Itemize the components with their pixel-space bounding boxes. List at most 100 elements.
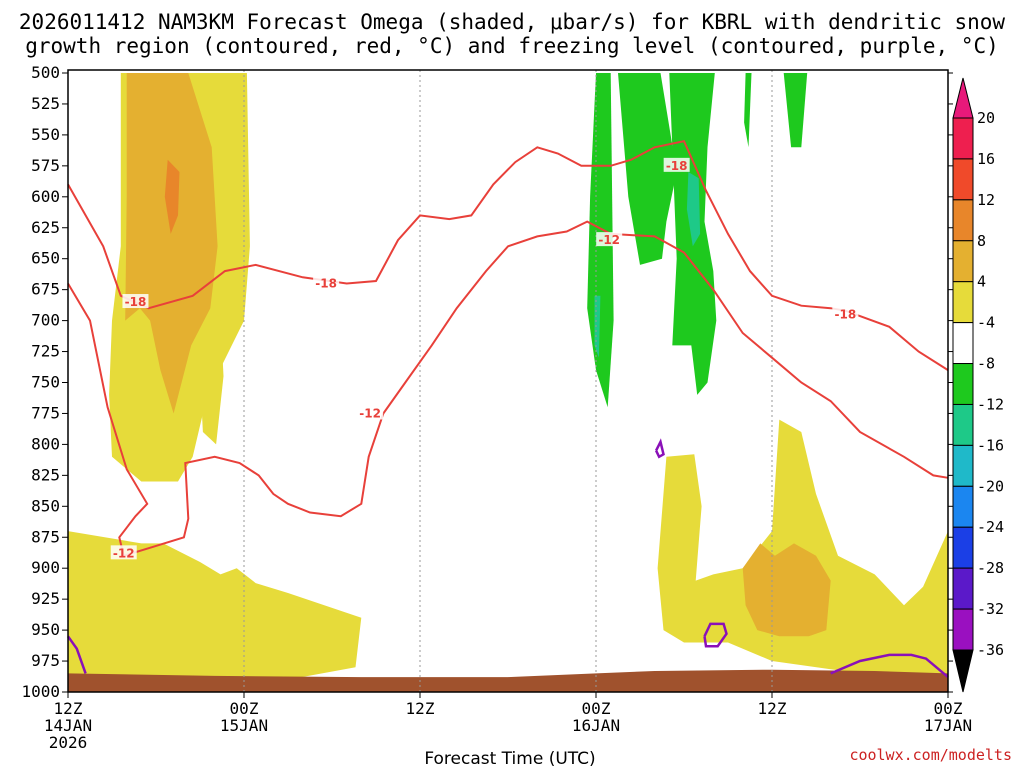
- colorbar-label-1: 16: [977, 150, 995, 168]
- shaded-region-omega-neg-teal: [686, 172, 701, 247]
- y-tick-label-1: 525: [31, 94, 60, 113]
- contour-label-5: -12: [598, 233, 620, 247]
- shaded-region-omega-neg-green-b: [618, 73, 677, 265]
- colorbar-segment-8: [952, 444, 974, 487]
- colorbar-bottom-arrow: [952, 649, 974, 693]
- colorbar-top-arrow: [952, 77, 974, 119]
- contour-label-bg-3: [663, 157, 690, 172]
- shaded-region-omega-neg-green-e: [744, 73, 752, 148]
- freezing-contour-freezing-left: [66, 635, 87, 674]
- colorbar-segment-1: [952, 158, 974, 201]
- contour-label-6: -18: [834, 307, 856, 321]
- shaded-region-omega-low-left: [68, 531, 362, 680]
- colorbar-segment-4: [952, 281, 974, 324]
- shaded-region-omega-neg-green-d: [783, 73, 808, 148]
- x-tick-label-2-0: 12Z: [406, 699, 435, 718]
- colorbar-label-6: -8: [977, 355, 995, 373]
- colorbar-segment-6: [952, 363, 974, 405]
- colorbar-segment-0: [952, 117, 974, 160]
- contour-layer: -18 -12 -18 -18 -12 -12 -18: [66, 139, 949, 679]
- colorbar-label-9: -20: [977, 477, 1004, 495]
- grid-lines: [243, 70, 773, 692]
- contour-label-2: -18: [315, 276, 337, 290]
- dendritic-contour-0: [67, 139, 949, 371]
- y-tick-label-16: 900: [31, 558, 60, 577]
- colorbar-label-10: -24: [977, 518, 1004, 536]
- x-tick-label-5-0: 00Z: [934, 699, 963, 718]
- terrain-layer: [68, 669, 948, 692]
- y-tick-label-5: 625: [31, 218, 60, 237]
- y-tick-label-10: 750: [31, 373, 60, 392]
- colorbar-segment-9: [952, 485, 974, 528]
- colorbar-segment-3: [952, 240, 974, 283]
- y-tick-label-14: 850: [31, 496, 60, 515]
- x-axis-title: Forecast Time (UTC): [424, 749, 595, 768]
- freezing-contour-freezing-blip: [654, 438, 665, 459]
- colorbar-label-7: -12: [977, 395, 1004, 413]
- y-tick-label-6: 650: [31, 249, 60, 268]
- y-tick-label-13: 825: [31, 465, 60, 484]
- colorbar: 20 16 12 8 4 -4 -8 -12 -16 -20 -24 -28 -32 -36: [952, 77, 1004, 693]
- shaded-region-omega-right-orange: [742, 543, 831, 637]
- colorbar-label-3: 8: [977, 232, 986, 250]
- y-axis: 500 525 550 575 600 625 650 675 700 725 750 775 800 8…: [21, 63, 953, 701]
- terrain-fill: [68, 669, 948, 692]
- y-tick-label-9: 725: [31, 342, 60, 361]
- colorbar-label-5: -4: [977, 314, 995, 332]
- chart-title-line1: 2026011412 NAM3KM Forecast Omega (shaded…: [19, 10, 1006, 34]
- contour-label-bg-4: [357, 405, 384, 420]
- colorbar-segment-5: [952, 322, 974, 365]
- y-tick-label-11: 775: [31, 403, 60, 422]
- contour-label-0: -18: [125, 295, 147, 309]
- y-tick-label-19: 975: [31, 651, 60, 670]
- colorbar-segment-10: [952, 526, 974, 569]
- y-tick-label-12: 800: [31, 434, 60, 453]
- colorbar-label-0: 20: [977, 109, 995, 127]
- x-tick-label-3-0: 00Z: [582, 699, 611, 718]
- y-tick-label-2: 550: [31, 125, 60, 144]
- contour-label-4: -12: [359, 406, 381, 420]
- colorbar-label-11: -28: [977, 559, 1004, 577]
- shaded-region-omega-8-12: [125, 73, 218, 414]
- colorbar-label-8: -16: [977, 436, 1004, 454]
- x-tick-label-0-0: 12Z: [54, 699, 83, 718]
- x-tick-label-1-1: 15JAN: [220, 716, 268, 735]
- contour-label-3: -18: [666, 159, 688, 173]
- credit-text: coolwx.com/modelts: [849, 746, 1012, 764]
- x-tick-label-0-2: 2026: [49, 733, 88, 752]
- contour-label-bg-2: [313, 275, 340, 290]
- colorbar-label-13: -36: [977, 641, 1004, 659]
- y-tick-label-20: 1000: [21, 682, 60, 701]
- freezing-contour-freezing-right: [830, 653, 949, 679]
- colorbar-segment-2: [952, 199, 974, 242]
- y-tick-label-3: 575: [31, 156, 60, 175]
- x-tick-label-0-1: 14JAN: [44, 716, 92, 735]
- contour-label-bg-6: [832, 306, 859, 321]
- colorbar-segment-11: [952, 567, 974, 610]
- x-tick-label-1-0: 00Z: [230, 699, 259, 718]
- colorbar-label-4: 4: [977, 273, 986, 291]
- y-tick-label-7: 675: [31, 280, 60, 299]
- chart-title-line2: growth region (contoured, red, °C) and f…: [25, 34, 999, 58]
- plot-border: [67, 69, 949, 693]
- x-tick-label-5-1: 17JAN: [924, 716, 972, 735]
- y-tick-label-15: 875: [31, 527, 60, 546]
- colorbar-segment-7: [952, 403, 974, 446]
- contour-label-bg-5: [596, 232, 623, 247]
- y-tick-label-17: 925: [31, 589, 60, 608]
- freezing-contour-freezing-loop: [703, 622, 728, 648]
- y-tick-label-8: 700: [31, 311, 60, 330]
- shaded-region-omega-12-16: [164, 159, 180, 234]
- contour-label-1: -12: [113, 546, 135, 560]
- shaded-region-omega-mid-blob: [200, 314, 224, 445]
- y-tick-label-18: 950: [31, 620, 60, 639]
- contour-label-bg-0: [122, 294, 149, 309]
- y-tick-label-4: 600: [31, 187, 60, 206]
- colorbar-label-12: -32: [977, 600, 1004, 618]
- x-tick-label-3-1: 16JAN: [572, 716, 620, 735]
- x-tick-label-4-0: 12Z: [758, 699, 787, 718]
- contour-label-bg-1: [110, 545, 137, 560]
- y-tick-label-0: 500: [31, 63, 60, 82]
